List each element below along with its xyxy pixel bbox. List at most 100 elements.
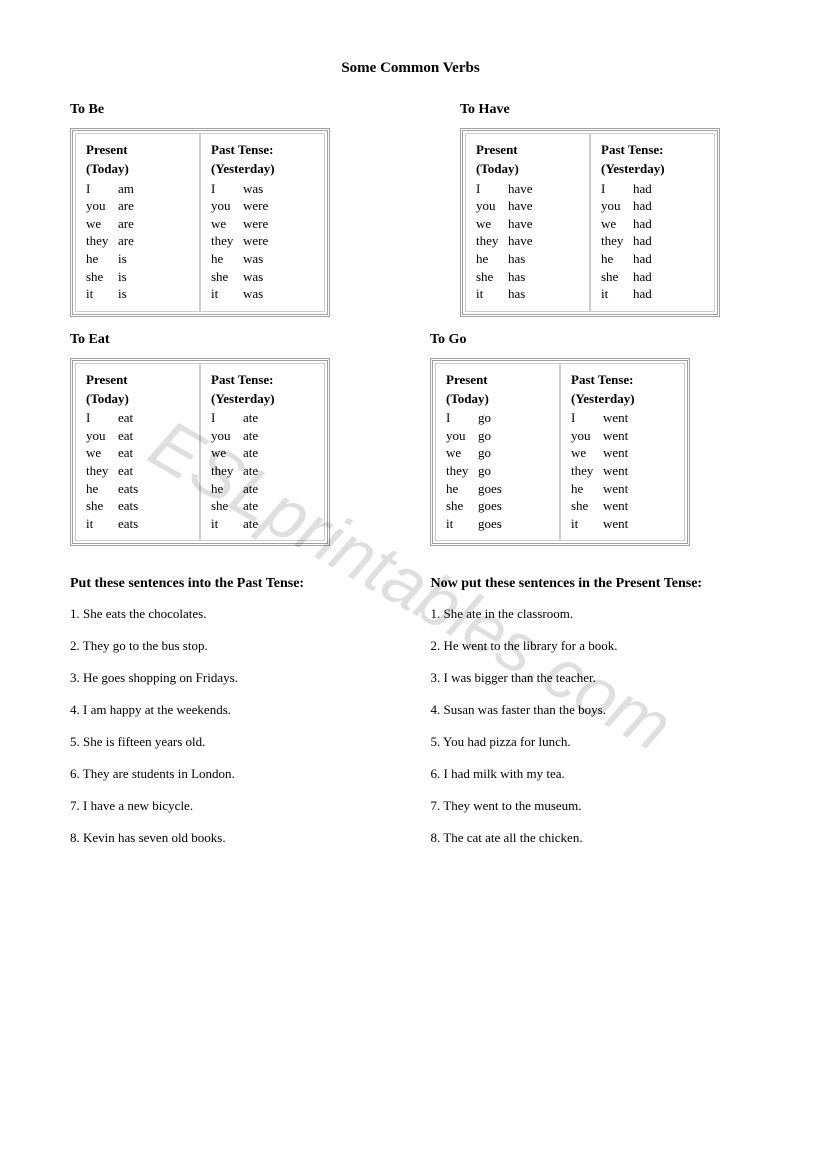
conj-line: shehas xyxy=(476,268,579,286)
pronoun: you xyxy=(211,197,243,215)
exercise-item: 8. The cat ate all the chicken. xyxy=(431,830,752,846)
pronoun: she xyxy=(476,268,508,286)
conj-line: heis xyxy=(86,250,189,268)
verb-form: were xyxy=(243,215,314,233)
conj-line: heate xyxy=(211,480,314,498)
exercises-section: Put these sentences into the Past Tense:… xyxy=(70,576,751,862)
conj-line: theywere xyxy=(211,232,314,250)
verb-form: were xyxy=(243,197,314,215)
exercise-item: 4. I am happy at the weekends. xyxy=(70,702,391,718)
col-header-line2: (Yesterday) xyxy=(211,161,314,178)
pronoun: I xyxy=(476,180,508,198)
conj-line: shehad xyxy=(601,268,704,286)
pronoun: he xyxy=(211,250,243,268)
col-header-line1: Present xyxy=(86,372,189,389)
exercise-item: 7. I have a new bicycle. xyxy=(70,798,391,814)
past-column: Past Tense: (Yesterday) Iateyouateweatet… xyxy=(200,363,325,542)
exercise-item: 3. I was bigger than the teacher. xyxy=(431,670,752,686)
verb-form: went xyxy=(603,480,674,498)
verb-block-to-go: To Go Present (Today) Igoyougowegotheygo… xyxy=(430,332,690,547)
pronoun: he xyxy=(211,480,243,498)
past-column: Past Tense: (Yesterday) Iwasyouwerewewer… xyxy=(200,133,325,312)
exercise-item: 6. They are students in London. xyxy=(70,766,391,782)
pronoun: she xyxy=(211,497,243,515)
verbs-grid: To Be Present (Today) Iamyouarewearethey… xyxy=(70,102,751,546)
conj-line: theyeat xyxy=(86,462,189,480)
conj-line: shegoes xyxy=(446,497,549,515)
conj-line: Iam xyxy=(86,180,189,198)
verb-form: has xyxy=(508,268,579,286)
present-column: Present (Today) Iamyouarewearetheyarehei… xyxy=(75,133,200,312)
pronoun: I xyxy=(86,180,118,198)
conj-list: Iateyouateweatetheyateheatesheateitate xyxy=(211,409,314,532)
past-column: Past Tense: (Yesterday) Ihadyouhadwehadt… xyxy=(590,133,715,312)
conj-line: Ihave xyxy=(476,180,579,198)
conj-line: hehad xyxy=(601,250,704,268)
conj-line: itwent xyxy=(571,515,674,533)
conj-line: Ihad xyxy=(601,180,704,198)
verb-form: has xyxy=(508,250,579,268)
exercise-past-column: Put these sentences into the Past Tense:… xyxy=(70,576,391,862)
verb-heading: To Be xyxy=(70,102,330,118)
pronoun: we xyxy=(86,215,118,233)
exercise-item: 5. You had pizza for lunch. xyxy=(431,734,752,750)
verb-form: was xyxy=(243,250,314,268)
verb-form: ate xyxy=(243,480,314,498)
exercise-item: 8. Kevin has seven old books. xyxy=(70,830,391,846)
pronoun: they xyxy=(601,232,633,250)
verb-form: ate xyxy=(243,444,314,462)
pronoun: I xyxy=(211,180,243,198)
verb-form: are xyxy=(118,197,189,215)
conj-line: sheeats xyxy=(86,497,189,515)
present-column: Present (Today) Igoyougowegotheygohegoes… xyxy=(435,363,560,542)
verb-form: went xyxy=(603,409,674,427)
present-column: Present (Today) Ieatyoueatweeattheyeathe… xyxy=(75,363,200,542)
col-header-line2: (Today) xyxy=(86,391,189,408)
conj-list: Igoyougowegotheygohegoesshegoesitgoes xyxy=(446,409,549,532)
pronoun: she xyxy=(446,497,478,515)
pronoun: he xyxy=(446,480,478,498)
conj-line: itis xyxy=(86,285,189,303)
conj-line: heeats xyxy=(86,480,189,498)
col-header-line1: Past Tense: xyxy=(211,142,314,159)
exercise-item: 3. He goes shopping on Fridays. xyxy=(70,670,391,686)
conj-line: Iwas xyxy=(211,180,314,198)
conj-list: Iamyouarewearetheyareheissheisitis xyxy=(86,180,189,303)
conj-line: hewent xyxy=(571,480,674,498)
conj-line: ithas xyxy=(476,285,579,303)
pronoun: it xyxy=(601,285,633,303)
verb-form: are xyxy=(118,215,189,233)
conj-line: itwas xyxy=(211,285,314,303)
col-header-line2: (Yesterday) xyxy=(211,391,314,408)
conj-line: youeat xyxy=(86,427,189,445)
verb-form: has xyxy=(508,285,579,303)
pronoun: we xyxy=(211,215,243,233)
verb-form: had xyxy=(633,285,704,303)
pronoun: they xyxy=(211,462,243,480)
verb-form: had xyxy=(633,197,704,215)
verb-table: Present (Today) Ieatyoueatweeattheyeathe… xyxy=(70,358,330,547)
verb-form: goes xyxy=(478,515,549,533)
conj-line: wewere xyxy=(211,215,314,233)
conj-line: Iate xyxy=(211,409,314,427)
conj-line: youwent xyxy=(571,427,674,445)
verb-form: goes xyxy=(478,480,549,498)
verb-form: had xyxy=(633,215,704,233)
verb-form: ate xyxy=(243,409,314,427)
pronoun: we xyxy=(446,444,478,462)
col-header-line2: (Today) xyxy=(86,161,189,178)
verb-form: were xyxy=(243,232,314,250)
exercise-item: 6. I had milk with my tea. xyxy=(431,766,752,782)
pronoun: we xyxy=(86,444,118,462)
verb-heading: To Have xyxy=(460,102,720,118)
conj-line: shewent xyxy=(571,497,674,515)
conj-list: Ihaveyouhavewehavetheyhavehehasshehasith… xyxy=(476,180,579,303)
pronoun: it xyxy=(86,515,118,533)
verb-form: had xyxy=(633,180,704,198)
pronoun: we xyxy=(476,215,508,233)
verb-form: have xyxy=(508,215,579,233)
verb-row-2: To Eat Present (Today) Ieatyoueatweeatth… xyxy=(70,332,751,547)
pronoun: we xyxy=(211,444,243,462)
pronoun: they xyxy=(476,232,508,250)
verb-form: ate xyxy=(243,497,314,515)
